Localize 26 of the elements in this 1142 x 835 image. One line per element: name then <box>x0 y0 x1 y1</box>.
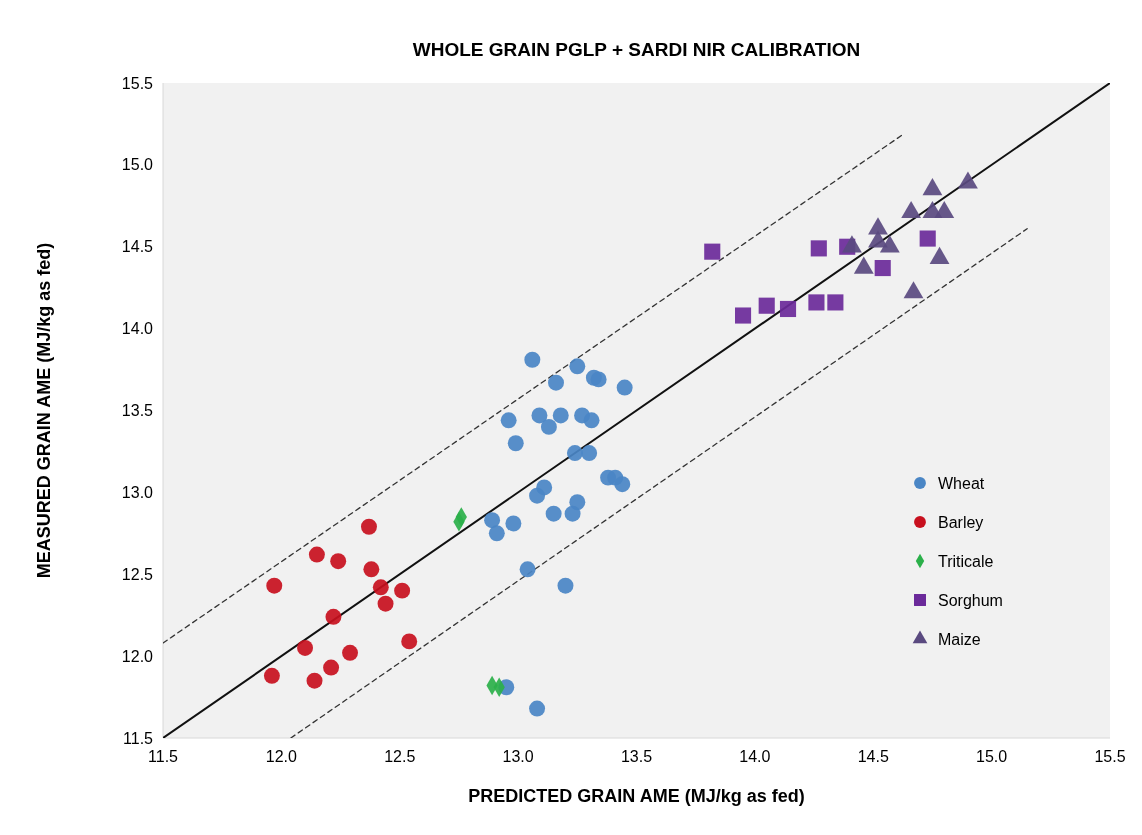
y-tick-label: 12.5 <box>121 565 154 583</box>
legend-label: Wheat <box>938 474 985 492</box>
x-tick-label: 12.5 <box>384 748 416 765</box>
legend-label: Triticale <box>938 552 994 570</box>
x-tick-label: 13.5 <box>620 748 653 765</box>
y-tick-label: 12.0 <box>121 647 154 665</box>
y-tick-label: 14.5 <box>121 238 154 256</box>
x-tick-label: 15.5 <box>1094 748 1126 765</box>
y-tick-label: 15.0 <box>121 156 154 174</box>
legend-label: Barley <box>938 513 984 531</box>
x-tick-label: 12.0 <box>265 748 298 765</box>
x-tick-label: 14.0 <box>739 748 771 765</box>
x-tick-label: 14.5 <box>857 748 889 765</box>
y-axis-title: MEASURED GRAIN AME (MJ/kg as fed) <box>34 242 54 579</box>
y-tick-label: 11.5 <box>123 729 154 747</box>
x-tick-label: 15.0 <box>976 748 1008 765</box>
y-tick-label: 13.5 <box>121 402 154 420</box>
legend-label: Maize <box>938 630 981 648</box>
chart-title: WHOLE GRAIN PGLP + SARDI NIR CALIBRATION <box>412 39 861 60</box>
x-tick-label: 13.0 <box>502 748 534 765</box>
x-tick-label: 11.5 <box>148 748 179 765</box>
y-tick-label: 15.5 <box>121 74 154 92</box>
legend-label: Sorghum <box>938 591 1003 609</box>
y-tick-label: 13.0 <box>121 483 154 501</box>
y-tick-label: 14.0 <box>121 320 154 338</box>
x-axis-title: PREDICTED GRAIN AME (MJ/kg as fed) <box>468 786 805 806</box>
